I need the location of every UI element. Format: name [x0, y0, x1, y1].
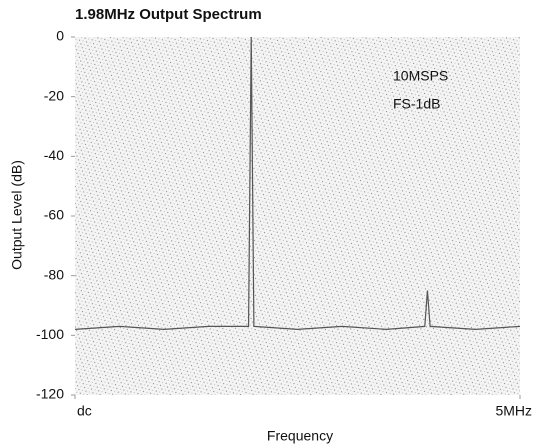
y-tick-label: -120: [36, 386, 64, 402]
y-tick-label: -80: [44, 266, 64, 282]
y-tick-label: -60: [44, 207, 64, 223]
annotation: FS-1dB: [393, 96, 440, 112]
y-tick-label: -100: [36, 326, 64, 342]
chart-title: 1.98MHz Output Spectrum: [75, 6, 262, 23]
y-axis-label: Output Level (dB): [9, 160, 25, 270]
plot-texture: [75, 37, 520, 395]
y-tick-label: 0: [56, 28, 64, 44]
x-tick-label: dc: [77, 403, 92, 419]
y-tick-label: -20: [44, 87, 64, 103]
spectrum-line: [74, 36, 521, 330]
x-tick-label: 5MHz: [495, 403, 532, 419]
y-tick-label: -40: [44, 147, 64, 163]
x-axis-label: Frequency: [267, 428, 333, 444]
annotation: 10MSPS: [393, 68, 448, 84]
